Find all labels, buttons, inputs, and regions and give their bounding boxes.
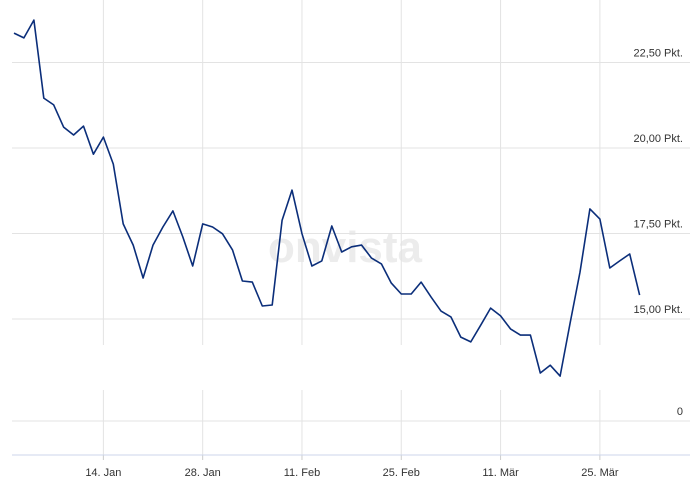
y-tick-label: 0 [677,406,683,418]
x-tick-label: 11. Feb [284,467,321,479]
x-tick-label: 28. Jan [185,467,221,479]
y-tick-label: 20,00 Pkt. [633,133,683,145]
watermark: onvista [268,223,423,272]
x-tick-label: 25. Mär [581,467,619,479]
x-tick-label: 11. Mär [482,467,519,479]
x-tick-label: 14. Jan [85,467,121,479]
y-tick-label: 17,50 Pkt. [633,219,683,231]
y-tick-label: 22,50 Pkt. [633,48,683,60]
line-series [13,19,641,377]
x-tick-label: 25. Feb [383,467,420,479]
y-tick-label: 15,00 Pkt. [633,304,683,316]
